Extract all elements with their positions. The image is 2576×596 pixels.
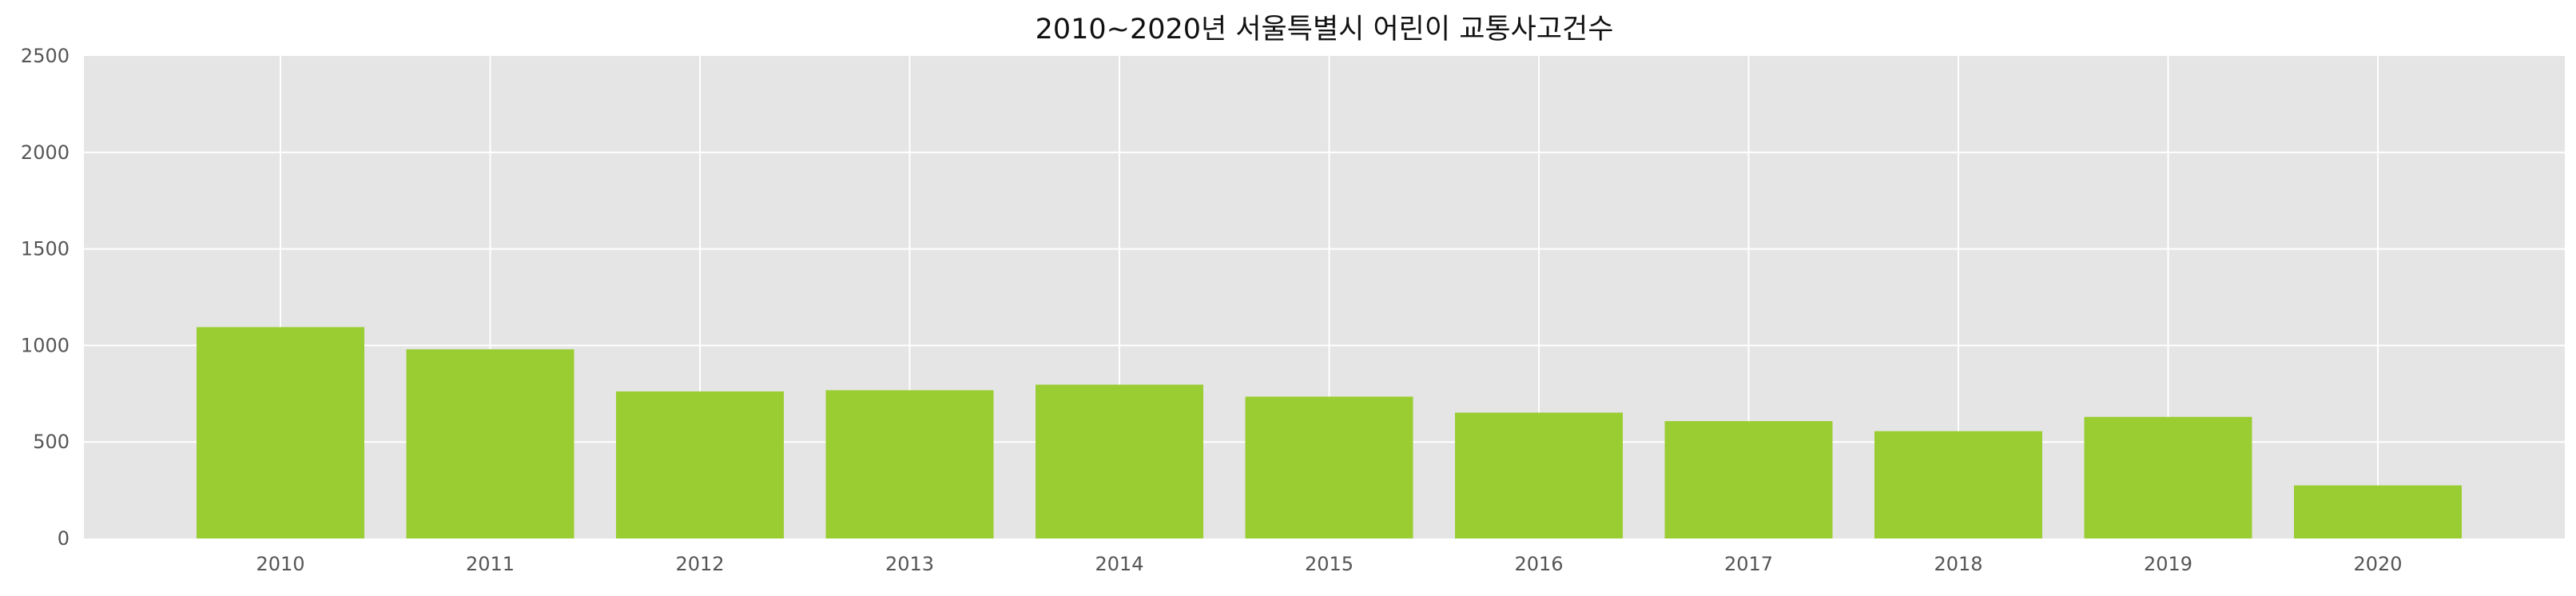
bar-2019: [2084, 416, 2252, 538]
bar-2017: [1664, 421, 1833, 538]
y-tick-label: 1500: [21, 238, 70, 260]
y-tick-label: 2500: [21, 45, 70, 67]
x-tick-label: 2019: [2144, 553, 2192, 575]
x-tick-label: 2017: [1724, 553, 1773, 575]
y-tick-label: 500: [33, 431, 70, 453]
x-tick-label: 2010: [256, 553, 304, 575]
y-tick-label: 2000: [21, 141, 70, 164]
x-axis-ticks: 2010 2011 2012 2013 2014 2015 2016 2017 2018 2019…: [256, 553, 2402, 575]
bar-2015: [1245, 396, 1413, 538]
x-tick-label: 2014: [1095, 553, 1143, 575]
y-tick-label: 1000: [21, 334, 70, 356]
bar-2020: [2294, 485, 2462, 538]
bar-2012: [616, 391, 784, 538]
x-tick-label: 2013: [885, 553, 934, 575]
bar-2011: [406, 349, 574, 538]
bar-2018: [1874, 431, 2042, 538]
chart-title: 2010~2020년 서울특별시 어린이 교통사고건수: [1036, 14, 1614, 46]
x-tick-label: 2011: [466, 553, 515, 575]
bar-2010: [197, 327, 364, 538]
bar-2016: [1455, 412, 1623, 538]
x-tick-label: 2015: [1305, 553, 1354, 575]
bar-2014: [1036, 384, 1203, 538]
x-tick-label: 2012: [675, 553, 724, 575]
x-tick-label: 2020: [2353, 553, 2402, 575]
y-axis-ticks: 0 500 1000 1500 2000 2500: [21, 45, 70, 550]
x-tick-label: 2016: [1514, 553, 1563, 575]
x-tick-label: 2018: [1934, 553, 1982, 575]
bars: [197, 327, 2462, 538]
y-tick-label: 0: [58, 527, 70, 550]
bar-2013: [825, 390, 994, 538]
